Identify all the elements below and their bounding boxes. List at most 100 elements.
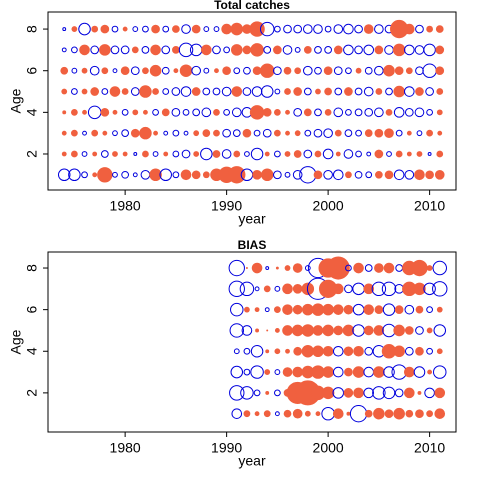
bubble-positive xyxy=(322,366,334,378)
bubble-negative xyxy=(273,66,282,76)
bubble-negative xyxy=(264,307,270,313)
x-tick-label: 2010 xyxy=(414,198,445,214)
bubble-positive xyxy=(394,305,404,314)
bubble-positive xyxy=(393,85,405,98)
bubble-negative xyxy=(355,150,362,158)
bubble-positive xyxy=(426,410,433,418)
bubble-positive xyxy=(62,110,67,115)
bubble-positive xyxy=(384,128,394,138)
bubble-negative xyxy=(414,45,425,55)
bubble-positive xyxy=(230,44,243,56)
bubble-negative xyxy=(313,24,323,34)
bubble-positive xyxy=(245,267,248,270)
bubble-positive xyxy=(293,87,303,96)
bubble-negative xyxy=(251,86,263,97)
chart-title: BIAS xyxy=(238,238,267,252)
bubble-positive xyxy=(282,304,293,315)
bubble-positive xyxy=(326,256,350,280)
bubble-negative xyxy=(231,408,243,419)
bubble-negative xyxy=(152,151,159,157)
bubble-negative xyxy=(366,151,372,157)
bubble-negative xyxy=(228,259,245,277)
bubble-negative xyxy=(292,169,303,180)
bubble-positive xyxy=(143,109,148,115)
bubble-positive xyxy=(282,325,293,336)
bubble-positive xyxy=(315,88,321,95)
bubble-negative xyxy=(233,348,240,355)
bubble-negative xyxy=(111,25,119,33)
bubble-negative xyxy=(250,365,264,379)
bubble-positive xyxy=(202,171,210,179)
bubble-negative xyxy=(112,130,118,137)
bubble-positive xyxy=(263,410,271,418)
bubble-positive xyxy=(436,348,443,355)
y-tick-label: 2 xyxy=(24,150,40,158)
bubble-negative xyxy=(203,67,210,74)
bubble-positive xyxy=(434,387,446,399)
bubble-negative xyxy=(354,87,363,96)
bubble-positive xyxy=(255,328,260,333)
bubble-negative xyxy=(274,369,281,375)
bubble-positive xyxy=(332,304,344,315)
bubble-positive xyxy=(301,324,315,337)
y-tick-label: 4 xyxy=(24,347,40,355)
bubble-negative xyxy=(163,130,169,136)
bubble-negative xyxy=(253,389,261,397)
y-tick-label: 8 xyxy=(24,264,40,272)
bubble-positive xyxy=(373,366,385,378)
bubble-negative xyxy=(365,171,373,179)
bubble-positive xyxy=(274,348,281,355)
bubble-positive xyxy=(374,45,384,55)
y-axis-label: Age xyxy=(8,88,24,113)
bubble-positive xyxy=(61,88,68,95)
bubble-positive xyxy=(275,266,279,270)
bubble-positive xyxy=(265,390,270,395)
bubble-positive xyxy=(273,129,281,137)
bubble-negative xyxy=(231,107,242,118)
bubble-negative xyxy=(332,169,344,181)
bubble-negative xyxy=(81,151,88,157)
bubble-negative xyxy=(374,107,384,118)
bubble-positive xyxy=(415,305,424,314)
bubble-negative xyxy=(354,24,363,34)
bubble-negative xyxy=(182,108,190,116)
bubble-negative xyxy=(323,128,333,138)
bubble-positive xyxy=(303,46,312,54)
bubble-negative xyxy=(363,86,374,97)
bubble-negative xyxy=(212,87,221,96)
bubble-positive xyxy=(323,66,333,76)
bubble-positive xyxy=(333,45,343,55)
bubble-positive xyxy=(264,369,271,375)
bubble-negative xyxy=(262,128,272,138)
bubble-positive xyxy=(426,25,433,33)
bubble-positive xyxy=(61,151,67,157)
bubble-negative xyxy=(120,45,130,55)
bubble-negative xyxy=(395,129,403,137)
bubble-positive xyxy=(292,366,303,378)
bubble-positive xyxy=(344,367,353,377)
bubble-negative xyxy=(284,171,291,178)
bubble-negative xyxy=(386,151,392,157)
bubble-positive xyxy=(312,345,324,358)
bubble-positive xyxy=(285,348,290,354)
bubble-negative xyxy=(333,24,344,34)
bubble-negative xyxy=(414,107,425,118)
bubble-negative xyxy=(393,169,405,181)
bubble-positive xyxy=(260,63,275,78)
bubble-positive xyxy=(212,150,221,158)
bubble-positive xyxy=(436,150,444,158)
bubble-negative xyxy=(81,171,88,179)
bubble-positive xyxy=(411,259,428,277)
bubble-negative xyxy=(384,45,394,55)
bubble-negative xyxy=(221,86,232,97)
bubble-positive xyxy=(252,169,262,180)
bubble-positive xyxy=(415,87,424,96)
bubble-positive xyxy=(313,170,323,180)
bubble-positive xyxy=(214,68,219,74)
bubble-negative xyxy=(183,130,189,136)
bubble-positive xyxy=(374,305,384,314)
bubble-negative xyxy=(294,46,301,53)
bubble-positive xyxy=(121,88,129,95)
bubble-negative xyxy=(172,171,180,179)
bubble-negative xyxy=(112,171,118,178)
